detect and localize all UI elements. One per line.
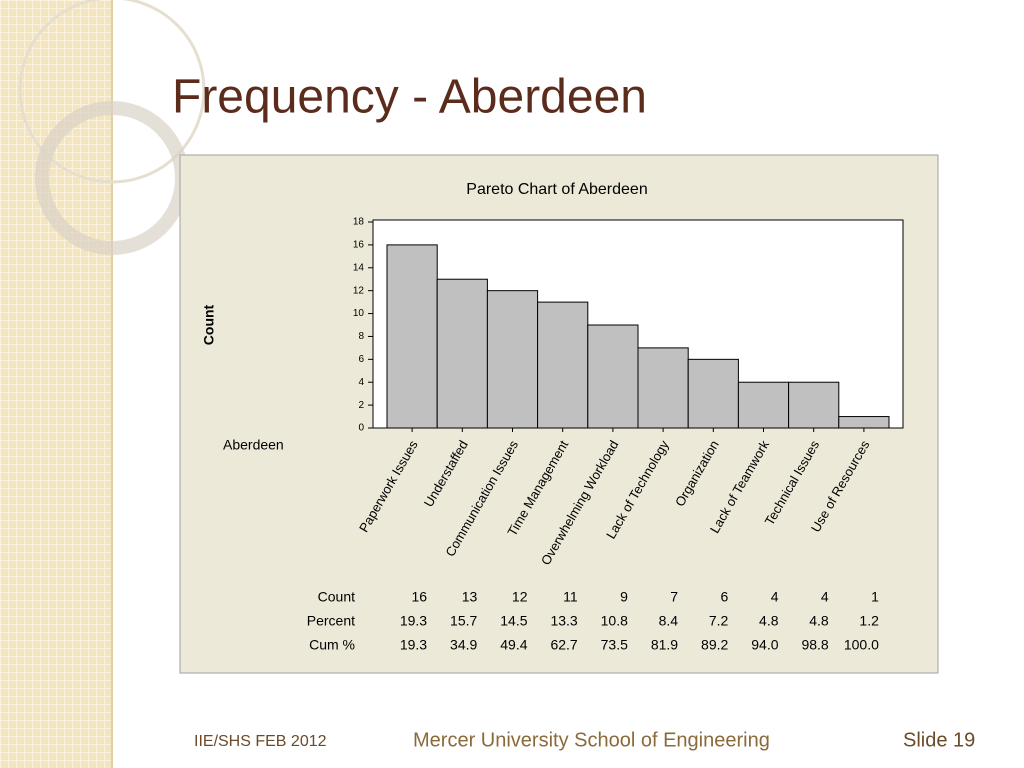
table-percent: 10.8 (601, 613, 628, 629)
table-percent: 4.8 (809, 613, 829, 629)
y-tick-label: 0 (358, 423, 364, 434)
bar (788, 381, 840, 429)
table-percent: 15.7 (450, 613, 477, 629)
table-percent: 4.8 (759, 613, 779, 629)
y-tick-label: 10 (353, 308, 365, 319)
table-count: 6 (721, 589, 729, 605)
table-count: 9 (620, 589, 628, 605)
table-percent: 8.4 (659, 613, 679, 629)
table-count: 7 (670, 589, 678, 605)
table-count: 13 (462, 589, 478, 605)
table-cum-percent: 89.2 (701, 637, 728, 653)
table-row-label: Percent (307, 613, 355, 629)
table-percent: 13.3 (550, 613, 577, 629)
table-percent: 14.5 (500, 613, 527, 629)
y-tick-label: 4 (358, 377, 364, 388)
group-label: Aberdeen (223, 437, 284, 453)
bar (386, 244, 438, 429)
table-cum-percent: 98.8 (801, 637, 828, 653)
table-cum-percent: 49.4 (500, 637, 527, 653)
bar (537, 301, 589, 429)
bar (587, 324, 639, 429)
table-cum-percent: 19.3 (400, 637, 427, 653)
table-count: 11 (563, 589, 578, 605)
chart-title: Pareto Chart of Aberdeen (466, 181, 647, 198)
y-tick-label: 16 (353, 240, 365, 251)
table-cum-percent: 62.7 (550, 637, 577, 653)
deco-circle (18, 0, 206, 184)
bar (486, 290, 539, 429)
footer-center: Mercer University School of Engineering (413, 729, 770, 751)
bar (637, 347, 689, 429)
bar (737, 381, 790, 429)
table-percent: 7.2 (709, 613, 729, 629)
y-tick-label: 14 (353, 262, 365, 273)
table-count: 4 (821, 589, 829, 605)
footer-left: IIE/SHS FEB 2012 (194, 733, 327, 750)
table-percent: 19.3 (400, 613, 427, 629)
table-cum-percent: 94.0 (751, 637, 778, 653)
footer-right: Slide 19 (903, 729, 975, 751)
table-count: 12 (512, 589, 528, 605)
table-count: 4 (771, 589, 779, 605)
slide-title: Frequency - Aberdeen (172, 71, 647, 124)
y-tick-label: 6 (358, 354, 364, 365)
table-cum-percent: 81.9 (651, 637, 678, 653)
y-tick-label: 2 (358, 400, 364, 411)
bar (436, 278, 488, 429)
y-tick-label: 12 (353, 285, 365, 296)
y-tick-label: 8 (358, 331, 364, 342)
table-row-label: Count (318, 589, 355, 605)
table-percent: 1.2 (859, 613, 879, 629)
table-cum-percent: 73.5 (601, 637, 628, 653)
y-axis-label: Count (201, 304, 217, 345)
table-count: 1 (871, 589, 879, 605)
table-cum-percent: 34.9 (450, 637, 477, 653)
table-cum-percent: 100.0 (844, 637, 879, 653)
bar (838, 416, 890, 429)
y-tick-label: 18 (353, 217, 365, 228)
table-row-label: Cum % (309, 637, 355, 653)
bar (687, 358, 739, 429)
table-count: 16 (412, 589, 428, 605)
